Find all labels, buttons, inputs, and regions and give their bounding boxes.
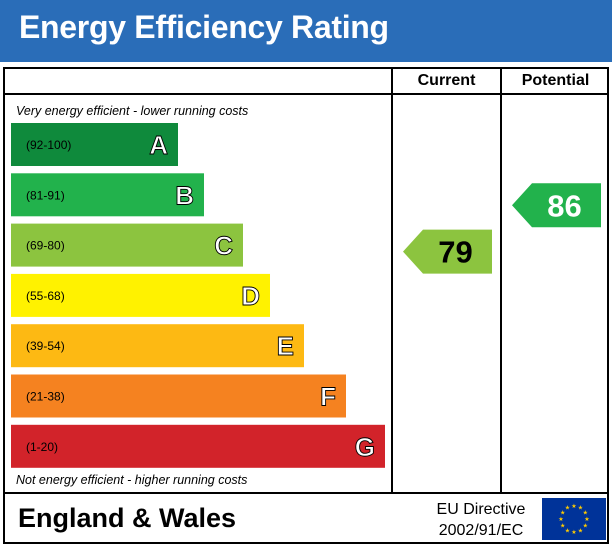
band-bar-g (11, 424, 385, 468)
current-rating-value: 79 (438, 235, 472, 270)
page-title: Energy Efficiency Rating (19, 9, 389, 45)
eu-flag-icon: ★★★★★★★★★ ★ ★★ (542, 498, 606, 540)
band-range-c: (69-80) (26, 239, 65, 253)
band-range-g: (1-20) (26, 440, 58, 454)
band-letter-e: E (277, 331, 294, 361)
band-letter-g: G (355, 432, 375, 462)
eu-directive-line2: 2002/91/EC (438, 522, 524, 539)
column-header-current: Current (417, 72, 476, 89)
band-range-f: (21-38) (26, 390, 65, 404)
eu-flag-star: ★ (571, 529, 576, 536)
eu-flag-star: ★ (571, 503, 576, 510)
band-letter-a: A (149, 130, 168, 160)
eu-flag-star: ★ (583, 523, 588, 530)
band-bar-a (11, 123, 178, 166)
divider-potential (500, 67, 502, 494)
band-range-a: (92-100) (26, 138, 71, 152)
region-label: England & Wales (18, 503, 237, 533)
eu-flag-star: ★ (565, 527, 570, 534)
eu-flag-star: ★ (583, 510, 588, 517)
eu-directive-line1: EU Directive (436, 501, 526, 518)
band-bar-b (11, 173, 204, 217)
potential-arrow (512, 183, 601, 228)
rating-table-frame (3, 67, 609, 544)
eu-flag-star: ★ (578, 505, 583, 512)
eu-flag-star: ★ (584, 516, 589, 523)
eu-flag-star: ★ (560, 510, 565, 517)
current-arrow (403, 229, 492, 274)
eu-flag-star: ★ (565, 505, 570, 512)
band-bar-f (11, 374, 346, 418)
band-range-d: (55-68) (26, 289, 65, 303)
divider-current (391, 67, 393, 494)
band-bar-e (11, 324, 304, 368)
band-letter-c: C (214, 231, 233, 261)
band-letter-f: F (320, 382, 336, 412)
band-letter-d: D (241, 281, 260, 311)
band-range-b: (81-91) (26, 188, 65, 202)
potential-rating-value: 86 (547, 188, 581, 223)
column-header-potential: Potential (521, 72, 590, 89)
divider-footer-row (3, 492, 609, 494)
eu-flag-field (542, 498, 606, 540)
divider-header-row (3, 93, 609, 95)
band-bar-c (11, 223, 243, 267)
eu-flag-star: ★ (578, 527, 583, 534)
header-bar: Energy Efficiency Rating (0, 0, 612, 62)
band-letter-b: B (175, 180, 194, 210)
eu-flag-star: ★ (560, 523, 565, 530)
note-inefficient: Not energy efficient - higher running co… (16, 473, 248, 487)
band-bar-d (11, 273, 270, 317)
eu-flag-star: ★ (558, 516, 563, 523)
note-efficient: Very energy efficient - lower running co… (16, 104, 249, 118)
eu-directive-label: EU Directive 2002/91/EC (424, 499, 538, 541)
band-range-e: (39-54) (26, 339, 65, 353)
